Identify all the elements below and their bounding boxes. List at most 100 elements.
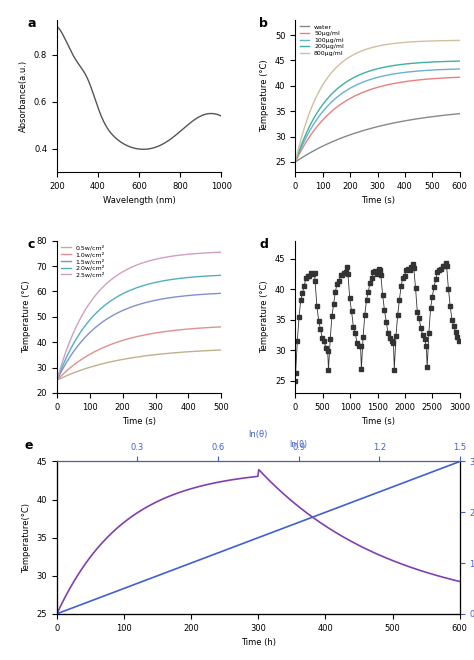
1.0w/cm² (192, 325, 198, 333)
2.0w/cm² (219, 271, 224, 279)
water (431, 112, 437, 120)
1.5w/cm² (203, 290, 209, 298)
Y-axis label: Absorbance(a.u.): Absorbance(a.u.) (19, 60, 28, 132)
Legend: 0.5w/cm², 1.0w/cm², 1.5w/cm², 2.0w/cm², 2.5w/cm²: 0.5w/cm², 1.0w/cm², 1.5w/cm², 2.0w/cm², … (60, 244, 106, 279)
Text: e: e (25, 439, 33, 451)
2.5w/cm² (54, 376, 60, 384)
2.0w/cm² (55, 375, 60, 383)
X-axis label: Time (s): Time (s) (122, 417, 156, 426)
1.5w/cm² (54, 376, 60, 384)
2.5w/cm² (55, 374, 60, 382)
0.5w/cm² (192, 347, 198, 355)
Y-axis label: Temperature (°C): Temperature (°C) (22, 280, 31, 353)
50μg/ml (393, 79, 399, 87)
200μg/ml (390, 62, 395, 70)
50μg/ml (431, 75, 437, 82)
1.5w/cm² (219, 289, 224, 297)
100μg/ml (390, 70, 395, 78)
2.5w/cm² (152, 255, 158, 263)
X-axis label: Time (s): Time (s) (361, 197, 394, 205)
800μg/ml (292, 158, 298, 166)
200μg/ml (393, 61, 399, 69)
Text: d: d (259, 238, 268, 251)
Legend: water, 50μg/ml, 100μg/ml, 200μg/ml, 800μg/ml: water, 50μg/ml, 100μg/ml, 200μg/ml, 800μ… (299, 23, 345, 57)
Y-axis label: Temperature (°C): Temperature (°C) (260, 59, 269, 132)
200μg/ml (442, 57, 447, 65)
800μg/ml (391, 40, 396, 48)
50μg/ml (442, 74, 447, 82)
1.5w/cm² (192, 291, 198, 299)
100μg/ml (391, 70, 396, 78)
200μg/ml (293, 156, 299, 164)
50μg/ml (390, 80, 395, 88)
Line: water: water (295, 114, 460, 162)
2.0w/cm² (151, 279, 157, 286)
800μg/ml (293, 156, 299, 164)
800μg/ml (457, 36, 463, 44)
2.5w/cm² (192, 249, 198, 257)
200μg/ml (457, 57, 463, 65)
Line: 1.5w/cm²: 1.5w/cm² (57, 293, 221, 380)
1.0w/cm² (54, 376, 60, 384)
800μg/ml (442, 37, 447, 45)
50μg/ml (391, 80, 396, 88)
1.0w/cm² (155, 329, 160, 337)
800μg/ml (390, 40, 395, 48)
50μg/ml (293, 157, 299, 165)
200μg/ml (292, 158, 298, 166)
1.5w/cm² (155, 296, 160, 304)
Text: In(0): In(0) (290, 440, 308, 449)
X-axis label: ln(θ): ln(θ) (249, 430, 268, 439)
0.5w/cm² (151, 351, 157, 359)
0.5w/cm² (54, 376, 60, 384)
Line: 2.0w/cm²: 2.0w/cm² (57, 275, 221, 380)
0.5w/cm² (152, 350, 158, 358)
water (457, 110, 463, 117)
X-axis label: Wavelength (nm): Wavelength (nm) (103, 197, 175, 205)
0.5w/cm² (155, 350, 160, 358)
2.0w/cm² (54, 376, 60, 384)
Text: c: c (27, 238, 35, 251)
Text: a: a (27, 16, 36, 30)
0.5w/cm² (219, 346, 224, 354)
200μg/ml (431, 58, 437, 66)
water (390, 119, 395, 127)
1.5w/cm² (151, 296, 157, 304)
water (293, 158, 299, 166)
Text: b: b (259, 16, 268, 30)
1.0w/cm² (203, 324, 209, 332)
50μg/ml (457, 73, 463, 81)
100μg/ml (393, 70, 399, 78)
Line: 50μg/ml: 50μg/ml (295, 77, 460, 162)
2.5w/cm² (155, 255, 160, 263)
1.0w/cm² (152, 329, 158, 337)
50μg/ml (292, 158, 298, 166)
water (393, 119, 399, 127)
water (442, 112, 447, 119)
2.0w/cm² (192, 273, 198, 280)
800μg/ml (431, 37, 437, 45)
water (292, 158, 298, 166)
1.5w/cm² (55, 375, 60, 383)
2.0w/cm² (152, 279, 158, 286)
1.5w/cm² (152, 296, 158, 304)
200μg/ml (391, 61, 396, 69)
Line: 1.0w/cm²: 1.0w/cm² (57, 327, 221, 380)
0.5w/cm² (55, 376, 60, 384)
Line: 800μg/ml: 800μg/ml (295, 40, 460, 162)
Line: 100μg/ml: 100μg/ml (295, 69, 460, 162)
2.5w/cm² (219, 248, 224, 256)
water (391, 119, 396, 127)
X-axis label: Time (h): Time (h) (241, 638, 276, 647)
Y-axis label: Temperature (°C): Temperature (°C) (260, 280, 269, 353)
2.0w/cm² (203, 272, 209, 280)
100μg/ml (431, 66, 437, 74)
2.0w/cm² (155, 278, 160, 286)
1.0w/cm² (219, 323, 224, 331)
100μg/ml (457, 65, 463, 73)
Y-axis label: Temperature(°C): Temperature(°C) (22, 503, 31, 573)
100μg/ml (292, 158, 298, 166)
Line: 200μg/ml: 200μg/ml (295, 61, 460, 162)
2.5w/cm² (151, 255, 157, 263)
Line: 2.5w/cm²: 2.5w/cm² (57, 252, 221, 380)
